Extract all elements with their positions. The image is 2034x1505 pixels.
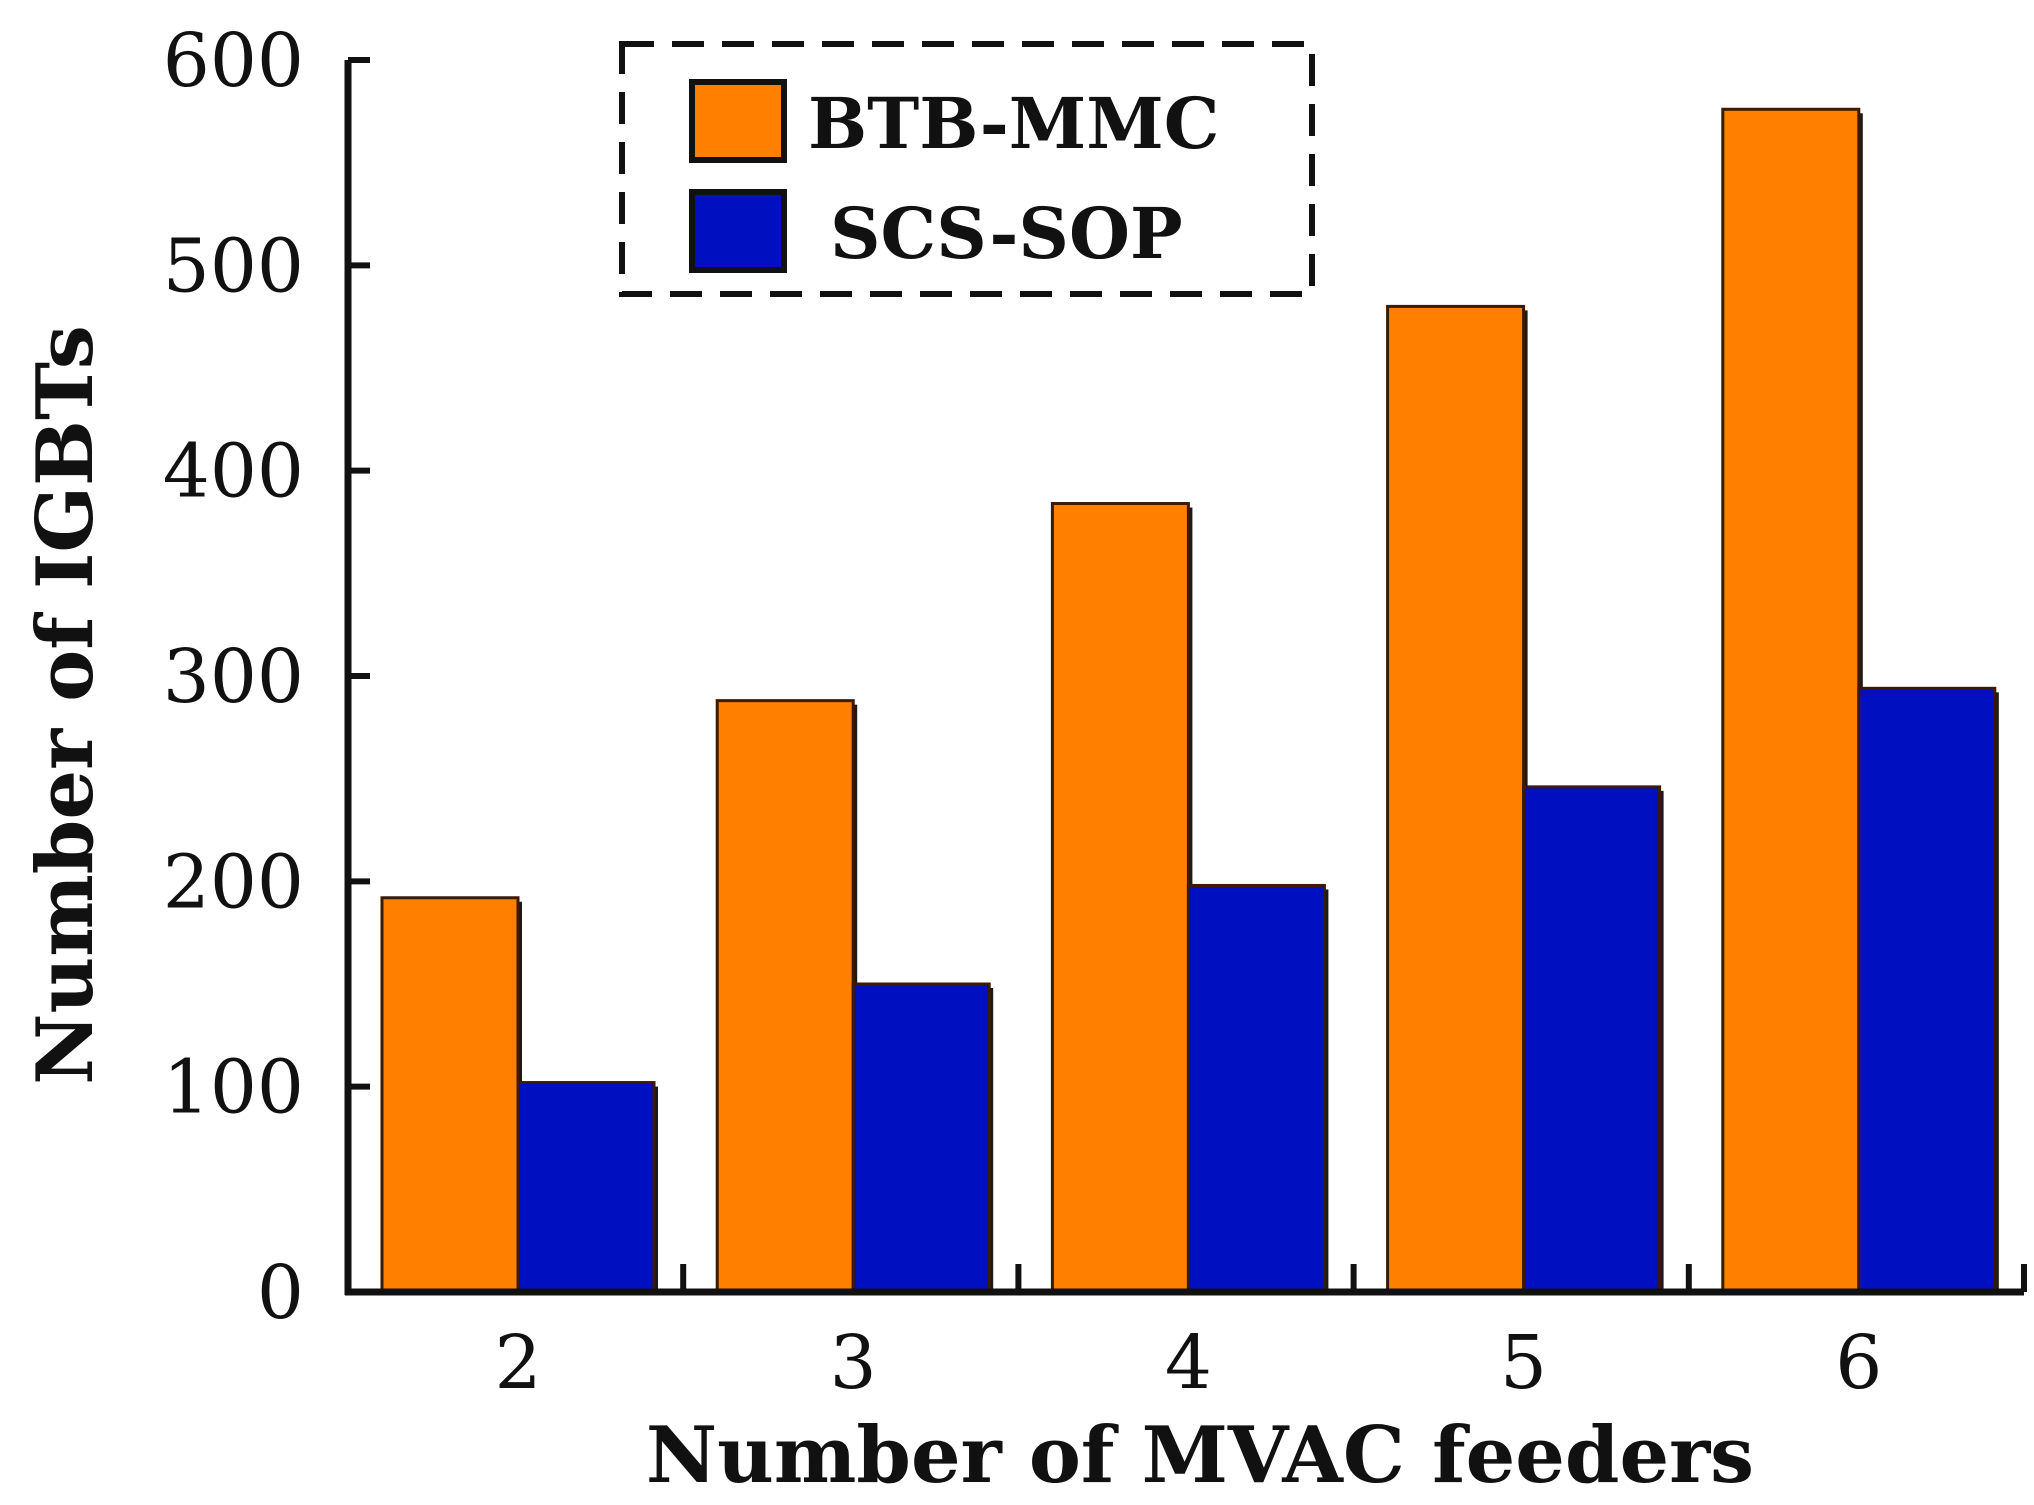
- bar-btb-mmc-5: [1386, 304, 1526, 1294]
- y-tick-label: 200: [163, 839, 304, 925]
- y-tick-label: 100: [163, 1045, 304, 1131]
- y-tick-label: 300: [163, 634, 304, 720]
- y-tick-label: 500: [163, 223, 304, 309]
- bar-scs-sop-2: [516, 1081, 656, 1294]
- y-tick-label: 400: [163, 429, 304, 515]
- bar-btb-mmc-2: [380, 896, 520, 1294]
- x-tick-label: 5: [1500, 1320, 1547, 1406]
- bar-btb-mmc-6: [1721, 107, 1861, 1294]
- legend-swatch-btb-mmc: [689, 79, 787, 163]
- y-ticks-group: 0 100 200 300 400 500 600: [163, 18, 370, 1336]
- x-ticks-group: 2 3 4 5 6: [494, 1264, 2027, 1406]
- bar-scs-sop-5: [1522, 785, 1662, 1294]
- x-tick-label: 2: [494, 1320, 541, 1406]
- x-tick-label: 4: [1165, 1320, 1212, 1406]
- bar-btb-mmc-4: [1050, 502, 1190, 1294]
- bar-scs-sop-3: [851, 982, 991, 1294]
- y-axis-title: Number of IGBTs: [20, 325, 111, 1085]
- x-tick-label: 3: [830, 1320, 877, 1406]
- bar-scs-sop-6: [1857, 686, 1997, 1294]
- legend: BTB-MMC SCS-SOP: [619, 41, 1315, 297]
- x-tick-label: 6: [1835, 1320, 1882, 1406]
- legend-swatch-scs-sop: [689, 189, 787, 273]
- y-tick-label: 600: [163, 18, 304, 104]
- bar-scs-sop-4: [1186, 883, 1326, 1294]
- y-tick-label: 0: [257, 1250, 304, 1336]
- legend-label-scs-sop: SCS-SOP: [830, 192, 1183, 275]
- x-axis-title: Number of MVAC feeders: [646, 1410, 1754, 1501]
- legend-label-btb-mmc: BTB-MMC: [808, 82, 1219, 165]
- bar-btb-mmc-3: [715, 699, 855, 1294]
- bars-group: [380, 107, 1999, 1294]
